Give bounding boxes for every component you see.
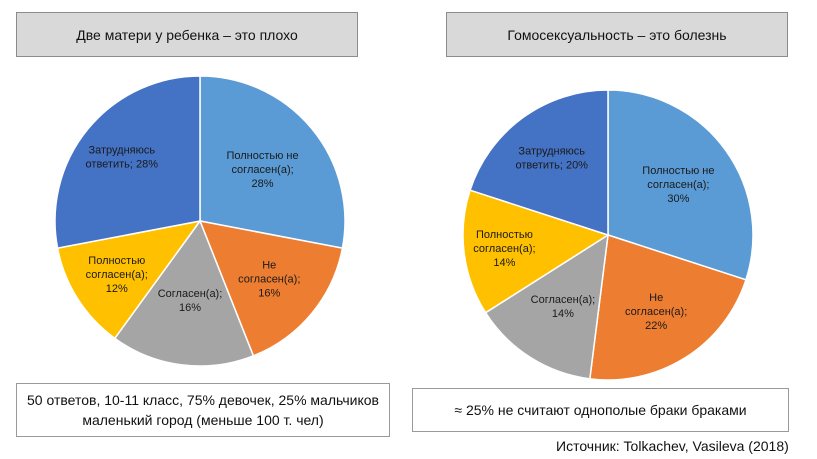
sample-note-box: 50 ответов, 10-11 класс, 75% девочек, 25… xyxy=(16,383,390,437)
pie-right-slice-2 xyxy=(484,233,609,380)
pie-right-slice-1 xyxy=(588,234,747,381)
pie-left-slice-2 xyxy=(113,219,255,367)
pie-right-slice-1-label: Не согласен(а); 22% xyxy=(625,292,687,332)
pie-right-slice-0 xyxy=(607,89,754,281)
pie-right-slice-3-label: Полностью согласен(а); 14% xyxy=(473,229,535,269)
chart-title-right: Гомосексуальность – это болезнь xyxy=(446,12,788,57)
pie-right-slice-4 xyxy=(469,89,609,237)
pie-left-slice-4-label: Затрудняюсь ответить; 28% xyxy=(86,144,159,170)
sample-note-line-2: маленький город (меньше 100 т. чел) xyxy=(82,412,324,428)
source-citation: Источник: Tolkachev, Vasileva (2018) xyxy=(556,438,789,454)
pie-right-slice-0-label: Полностью не согласен(а); 30% xyxy=(642,165,714,205)
pie-right-slice-3 xyxy=(462,189,610,314)
chart-title-left-text: Две матери у ребенка – это плохо xyxy=(76,26,298,43)
pie-left-slice-1 xyxy=(198,220,344,357)
summary-note-text: ≈ 25% не считают однополые браки браками xyxy=(454,402,747,418)
summary-note-box: ≈ 25% не считают однополые браки браками xyxy=(412,388,789,432)
chart-title-right-text: Гомосексуальность – это болезнь xyxy=(507,26,727,43)
pie-right-slice-2-label: Согласен(а); 14% xyxy=(531,294,596,320)
pie-left-slice-0 xyxy=(199,75,346,250)
pie-left-slice-3-label: Полностью согласен(а); 12% xyxy=(86,255,148,295)
pie-left-slice-3 xyxy=(56,219,202,340)
chart-title-left: Две матери у ребенка – это плохо xyxy=(16,12,358,57)
pie-left-slice-2-label: Согласен(а); 16% xyxy=(158,288,223,314)
pie-right-slice-4-label: Затрудняюсь ответить; 20% xyxy=(516,146,589,172)
pie-left-slice-1-label: Не согласен(а); 16% xyxy=(238,259,300,299)
sample-note-line-1: 50 ответов, 10-11 класс, 75% девочек, 25… xyxy=(27,392,379,408)
pie-left-slice-0-label: Полностью не согласен(а); 28% xyxy=(226,150,298,190)
pie-left-slice-4 xyxy=(54,75,201,250)
